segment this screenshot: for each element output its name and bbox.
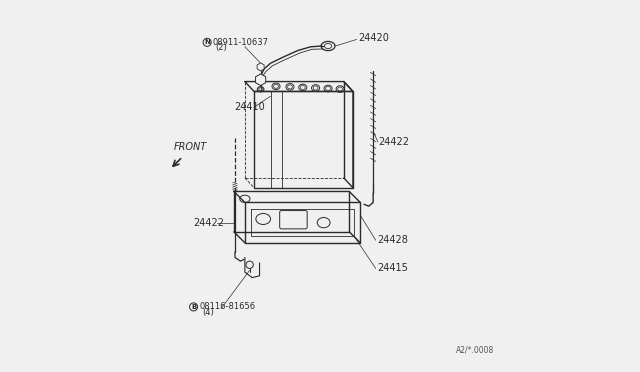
Text: (2): (2) <box>216 44 227 52</box>
Text: 24420: 24420 <box>358 33 389 42</box>
Text: N: N <box>204 39 210 45</box>
Text: 08116-81656: 08116-81656 <box>199 302 255 311</box>
Circle shape <box>246 261 253 269</box>
Text: A2/*.0008: A2/*.0008 <box>456 346 494 355</box>
Text: 08911-10637: 08911-10637 <box>212 38 269 47</box>
Text: 24428: 24428 <box>377 235 408 245</box>
Text: 24422: 24422 <box>193 218 225 228</box>
Text: 24422: 24422 <box>379 137 410 147</box>
Text: (4): (4) <box>202 308 214 317</box>
Text: 24410: 24410 <box>234 102 264 112</box>
Text: 24415: 24415 <box>377 263 408 273</box>
Text: B: B <box>191 304 196 310</box>
Text: FRONT: FRONT <box>173 142 207 152</box>
